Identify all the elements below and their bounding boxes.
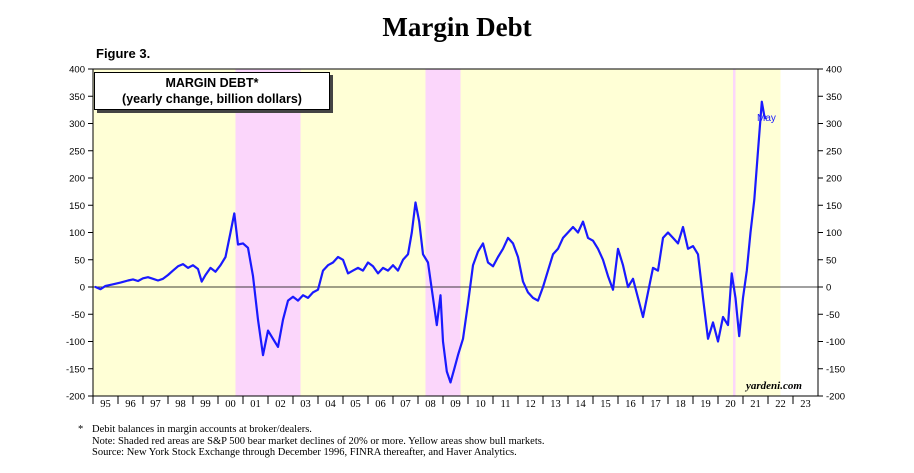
x-tick-label: 12: [525, 399, 536, 410]
y-tick-label-right: 50: [826, 255, 837, 266]
y-tick-label-left: -50: [71, 310, 85, 321]
y-axis-right: -200 -150 -100 -50 0 50 100 150 200 250 300 350 400: [818, 65, 845, 403]
y-tick-label-right: 250: [826, 146, 842, 157]
y-tick-label-left: 200: [69, 174, 85, 185]
y-tick-label-left: -150: [66, 364, 85, 375]
y-tick-label-right: 350: [826, 92, 842, 103]
y-axis-left: -200 -150 -100 -50 0 50 100 150 200 250 300 350 400: [66, 65, 93, 403]
annotation-may: May: [757, 113, 776, 124]
y-tick-label-right: 0: [826, 283, 831, 294]
x-tick-label: 00: [225, 399, 236, 410]
y-tick-label-left: -100: [66, 337, 85, 348]
y-tick-label-left: 50: [74, 255, 85, 266]
x-tick-label: 99: [200, 399, 211, 410]
series-line-margin-debt: [94, 100, 767, 384]
x-tick-label: 06: [375, 399, 386, 410]
y-tick-label-right: -200: [826, 392, 845, 403]
x-axis: 95 96 97 98 99 00 01 02 03 04 05 06 07 08 09 10 11 12 13 14…: [92, 396, 811, 410]
page-title: Margin Debt: [382, 12, 532, 42]
y-tick-label-left: -200: [66, 392, 85, 403]
x-tick-label: 09: [450, 399, 461, 410]
x-tick-label: 21: [750, 399, 761, 410]
x-tick-label: 15: [600, 399, 611, 410]
x-tick-label: 03: [300, 399, 311, 410]
bull-market-region-2: [460, 69, 733, 396]
figure-label: Figure 3.: [96, 46, 151, 61]
footnote-line-3: Source: New York Stock Exchange through …: [92, 447, 517, 458]
x-tick-label: 07: [400, 399, 411, 410]
x-tick-label: 18: [675, 399, 686, 410]
x-tick-label: 17: [650, 399, 661, 410]
y-tick-label-right: -100: [826, 337, 845, 348]
x-tick-label: 14: [575, 399, 586, 410]
x-tick-label: 23: [800, 399, 811, 410]
y-tick-label-left: 250: [69, 146, 85, 157]
y-tick-label-right: 100: [826, 228, 842, 239]
x-tick-label: 98: [175, 399, 186, 410]
x-tick-label: 19: [700, 399, 711, 410]
x-tick-label: 05: [350, 399, 361, 410]
legend-title: MARGIN DEBT*: [165, 76, 259, 90]
y-tick-label-right: 300: [826, 119, 842, 130]
x-tick-label: 13: [550, 399, 561, 410]
y-tick-label-left: 150: [69, 201, 85, 212]
y-tick-label-left: 100: [69, 228, 85, 239]
y-tick-label-right: -50: [826, 310, 840, 321]
legend-box: MARGIN DEBT* (yearly change, billion dol…: [94, 72, 330, 110]
x-tick-label: 01: [250, 399, 261, 410]
y-tick-label-left: 350: [69, 92, 85, 103]
footnotes: * Debit balances in margin accounts at b…: [78, 424, 544, 459]
bull-market-region-3: [735, 69, 781, 396]
x-tick-label: 10: [475, 399, 486, 410]
y-tick-label-left: 300: [69, 119, 85, 130]
x-tick-label: 08: [425, 399, 436, 410]
x-tick-label: 02: [275, 399, 286, 410]
bear-market-region-0: [235, 69, 301, 396]
y-tick-label-left: 400: [69, 65, 85, 76]
x-tick-label: 20: [725, 399, 736, 410]
y-tick-label-right: 150: [826, 201, 842, 212]
market-regions: [93, 69, 781, 396]
bull-market-region-1: [300, 69, 426, 396]
x-tick-label: 22: [775, 399, 786, 410]
y-tick-label-right: 400: [826, 65, 842, 76]
x-tick-label: 04: [325, 399, 336, 410]
footnote-line-1: Debit balances in margin accounts at bro…: [92, 424, 312, 435]
bull-market-region-0: [93, 69, 236, 396]
bear-market-region-2: [733, 69, 736, 396]
x-tick-label: 11: [500, 399, 510, 410]
y-tick-label-right: 200: [826, 174, 842, 185]
x-tick-label: 95: [100, 399, 111, 410]
y-tick-label-right: -150: [826, 364, 845, 375]
footnote-asterisk: *: [78, 424, 84, 435]
footnote-line-2: Note: Shaded red areas are S&P 500 bear …: [92, 435, 545, 447]
brand-watermark: yardeni.com: [746, 380, 802, 392]
x-tick-label: 97: [150, 399, 161, 410]
y-tick-label-left: 0: [80, 283, 85, 294]
x-tick-label: 16: [625, 399, 636, 410]
legend-subtitle: (yearly change, billion dollars): [122, 92, 302, 106]
x-tick-label: 96: [125, 399, 136, 410]
